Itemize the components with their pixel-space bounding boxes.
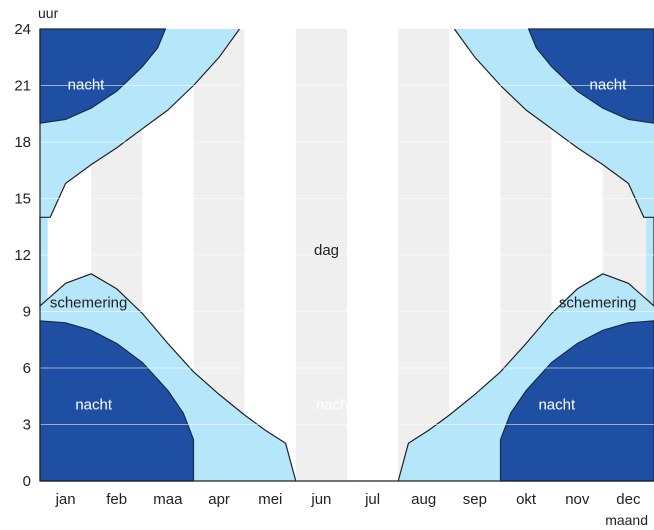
day-boundary-left — [39, 28, 297, 482]
y-tick-label-9: 9 — [23, 304, 31, 321]
region-label-nacht-bottomright: nacht — [538, 396, 576, 413]
region-label-nacht-topright: nacht — [590, 76, 628, 93]
y-tick-label-3: 3 — [23, 417, 31, 434]
y-tick-label-15: 15 — [14, 191, 31, 208]
y-tick-label-21: 21 — [14, 78, 31, 95]
x-tick-label-dec: dec — [616, 491, 641, 508]
region-label-nacht-center: nacht — [316, 396, 354, 413]
night-regions — [39, 28, 654, 482]
x-tick-labels: jan feb maa apr mei jun jul aug sep okt nov dec — [55, 491, 641, 508]
y-tick-label-24: 24 — [14, 21, 31, 38]
region-label-schemering-right: schemering — [559, 295, 637, 312]
x-tick-label-jun: jun — [310, 491, 331, 508]
night-top-right — [527, 28, 654, 124]
y-tick-labels: 0 3 6 9 12 15 18 21 24 — [14, 21, 31, 490]
y-tick-label-0: 0 — [23, 473, 31, 490]
day-boundary-right — [397, 28, 654, 482]
y-tick-label-6: 6 — [23, 360, 31, 377]
x-tick-label-sep: sep — [463, 491, 487, 508]
x-tick-label-nov: nov — [565, 491, 590, 508]
night-top-left — [39, 28, 167, 124]
x-tick-label-jul: jul — [364, 491, 380, 508]
region-labels: nacht nacht nacht nacht nacht dag schemering sc… — [50, 76, 637, 413]
plot-frame — [39, 29, 654, 482]
x-tick-label-aug: aug — [411, 491, 436, 508]
hour-gridlines — [40, 85, 654, 425]
night-bottom-right — [499, 320, 654, 482]
night-bottom-left — [39, 320, 195, 482]
x-tick-label-feb: feb — [106, 491, 127, 508]
region-label-nacht-bottomleft: nacht — [75, 396, 113, 413]
x-tick-label-apr: apr — [208, 491, 230, 508]
region-label-nacht-topleft: nacht — [68, 76, 106, 93]
y-axis-title: uur — [38, 5, 59, 21]
x-axis-title: maand — [605, 512, 648, 528]
x-tick-label-jan: jan — [55, 491, 76, 508]
x-tick-label-maa: maa — [153, 491, 183, 508]
x-tick-label-mei: mei — [258, 491, 282, 508]
y-tick-label-18: 18 — [14, 134, 31, 151]
region-label-dag: dag — [314, 242, 339, 259]
region-label-schemering-left: schemering — [50, 295, 128, 312]
x-tick-label-okt: okt — [516, 491, 537, 508]
y-tick-label-12: 12 — [14, 247, 31, 264]
